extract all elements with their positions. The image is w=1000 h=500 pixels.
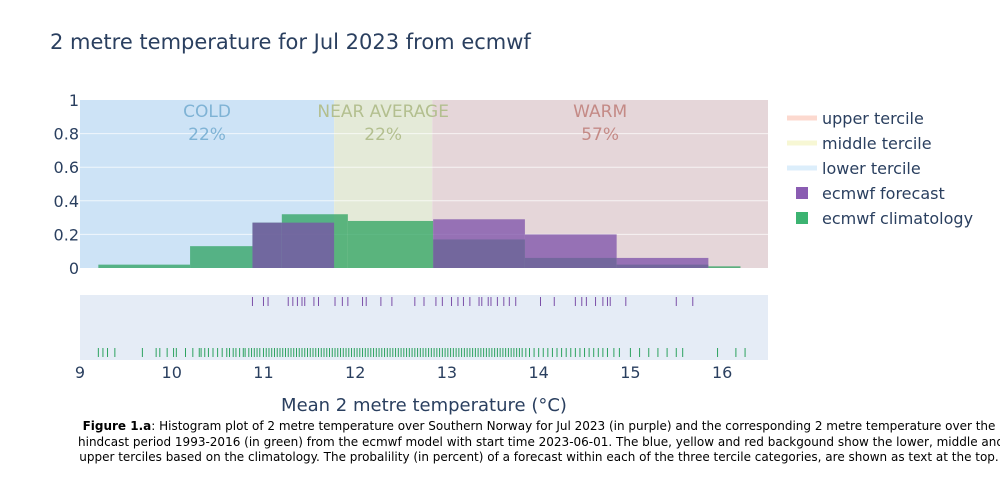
tercile-labels: COLD 22% NEAR AVERAGE 22% WARM 57% [183, 102, 627, 145]
legend-item: ecmwf forecast [796, 184, 945, 203]
x-tick-label: 14 [528, 363, 548, 382]
caption-text-1: : Histogram plot of 2 metre temperature … [151, 419, 996, 433]
tercile-percent: 22% [364, 125, 402, 145]
x-tick-labels: 9 10 11 12 13 14 15 16 [75, 363, 732, 382]
figure-caption: Figure 1.a: Histogram plot of 2 metre te… [78, 419, 1000, 466]
tercile-percent: 57% [581, 125, 619, 145]
histogram-bar [190, 246, 253, 268]
histogram-bar [281, 222, 335, 268]
y-tick-label: 0.8 [54, 125, 79, 144]
x-tick-label: 11 [253, 363, 273, 382]
x-axis-label: Mean 2 metre temperature (°C) [281, 395, 567, 416]
tercile-percent: 22% [188, 125, 226, 145]
legend-item: lower tercile [787, 159, 921, 178]
chart-title: 2 metre temperature for Jul 2023 from ec… [50, 30, 531, 54]
series-forecast [252, 219, 709, 268]
legend-item: upper tercile [787, 109, 924, 128]
y-tick-label: 1 [69, 91, 79, 110]
x-tick-label: 12 [345, 363, 365, 382]
legend-swatch-square [796, 187, 808, 199]
legend-label: ecmwf climatology [822, 209, 973, 228]
y-tick-label: 0.4 [54, 192, 79, 211]
tercile-label: NEAR AVERAGE [317, 102, 449, 122]
y-tick-label: 0.6 [54, 158, 79, 177]
x-tick-label: 13 [437, 363, 457, 382]
legend-item: middle tercile [787, 134, 932, 153]
x-tick-label: 10 [162, 363, 182, 382]
histogram-bar [98, 264, 191, 268]
caption-line-2: hindcast period 1993-2016 (in green) fro… [78, 434, 1000, 449]
legend-label: lower tercile [822, 159, 921, 178]
caption-label: Figure 1.a [82, 419, 152, 433]
x-tick-label: 16 [712, 363, 732, 382]
tercile-label: COLD [183, 102, 231, 122]
histogram-bar [708, 266, 741, 268]
legend: upper tercile middle tercile lower tercile… [787, 109, 973, 228]
legend-label: upper tercile [822, 109, 924, 128]
tercile-label: WARM [573, 102, 627, 122]
histogram-bar [616, 257, 709, 268]
y-tick-labels: 0 0.2 0.4 0.6 0.8 1 [54, 91, 79, 278]
histogram-bars [98, 214, 741, 268]
legend-label: ecmwf forecast [822, 184, 945, 203]
legend-swatch-square [796, 212, 808, 224]
rug-marks [97, 297, 746, 357]
legend-label: middle tercile [822, 134, 932, 153]
histogram-bar [252, 222, 282, 268]
legend-item: ecmwf climatology [796, 209, 973, 228]
rug-row [251, 297, 694, 306]
histogram-bar [433, 219, 525, 268]
y-tick-label: 0 [69, 259, 79, 278]
histogram-chart: COLD 22% NEAR AVERAGE 22% WARM 57% 0 0.2 0.4 0.6… [54, 91, 973, 416]
y-tick-label: 0.2 [54, 225, 79, 244]
histogram-bar [524, 234, 617, 268]
x-tick-label: 15 [620, 363, 640, 382]
caption-line-3: upper terciles based on the climatology.… [79, 450, 999, 464]
x-tick-label: 9 [75, 363, 85, 382]
rug-row [97, 348, 746, 357]
caption-line-1: Figure 1.a: Histogram plot of 2 metre te… [78, 419, 1000, 435]
histogram-bar [347, 220, 434, 268]
